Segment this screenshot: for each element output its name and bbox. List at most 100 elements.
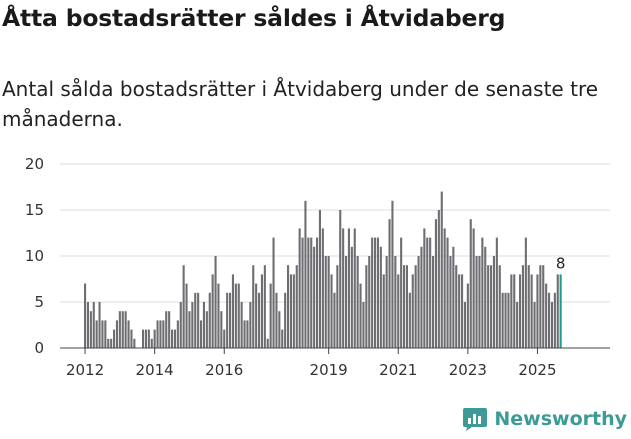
bar xyxy=(339,210,342,348)
bar xyxy=(231,274,234,348)
y-tick-label: 10 xyxy=(25,247,44,265)
bar xyxy=(318,210,321,348)
bar xyxy=(295,265,298,348)
bar xyxy=(182,265,185,348)
bar xyxy=(159,320,162,348)
bar xyxy=(408,292,411,348)
bar xyxy=(519,274,522,348)
bar xyxy=(304,200,307,348)
bar xyxy=(449,256,452,348)
chart-subtitle: Antal sålda bostadsrätter i Åtvidaberg u… xyxy=(2,77,599,131)
bar xyxy=(298,228,301,348)
bar xyxy=(527,265,530,348)
y-tick-label: 5 xyxy=(34,293,44,311)
bar xyxy=(252,265,255,348)
bar xyxy=(147,329,150,348)
bar xyxy=(556,274,559,348)
bar xyxy=(200,320,203,348)
bar xyxy=(118,311,121,348)
bar xyxy=(521,265,524,348)
bar xyxy=(345,256,348,348)
bar xyxy=(269,283,272,348)
bar xyxy=(98,302,101,348)
bar xyxy=(214,256,217,348)
bar xyxy=(313,246,316,348)
newsworthy-logo-icon xyxy=(463,408,488,431)
bar-highlight xyxy=(559,274,562,348)
bar xyxy=(287,265,290,348)
bar xyxy=(168,311,171,348)
bar xyxy=(434,219,437,348)
bar xyxy=(365,265,368,348)
x-tick-label: 2014 xyxy=(136,361,174,379)
bar xyxy=(124,311,127,348)
x-tick-label: 2016 xyxy=(205,361,243,379)
bar xyxy=(417,256,420,348)
bar xyxy=(481,237,484,348)
bar xyxy=(516,302,519,348)
chart-title: Åtta bostadsrätter såldes i Åtvidaberg xyxy=(2,4,506,32)
bar-chart: 0 5 10 15 20 2012 2014 2016 2019 2021 2023 2025 8 xyxy=(25,155,610,379)
bar xyxy=(229,292,232,348)
bar xyxy=(249,302,252,348)
bar xyxy=(400,237,403,348)
bar xyxy=(130,329,133,348)
bar xyxy=(133,338,136,348)
bar xyxy=(487,265,490,348)
bar xyxy=(197,292,200,348)
x-tick-label: 2025 xyxy=(518,361,556,379)
bar xyxy=(429,237,432,348)
bar xyxy=(144,329,147,348)
bar xyxy=(394,256,397,348)
bar xyxy=(443,228,446,348)
bar xyxy=(342,228,345,348)
bar xyxy=(466,283,469,348)
bar xyxy=(284,292,287,348)
bar xyxy=(289,274,292,348)
bar xyxy=(492,256,495,348)
bar xyxy=(263,265,266,348)
bar xyxy=(458,274,461,348)
bar xyxy=(461,274,464,348)
data-labels: 8 xyxy=(556,254,566,272)
bar xyxy=(188,311,191,348)
bar xyxy=(208,292,211,348)
bar xyxy=(545,283,548,348)
bar xyxy=(432,256,435,348)
bar xyxy=(333,292,336,348)
bar xyxy=(110,338,113,348)
bar xyxy=(440,191,443,348)
bar xyxy=(255,283,258,348)
bar xyxy=(501,292,504,348)
bar xyxy=(553,292,556,348)
bar xyxy=(226,292,229,348)
bar xyxy=(107,338,110,348)
bar xyxy=(411,274,414,348)
bar xyxy=(153,329,156,348)
x-tick-label: 2012 xyxy=(66,361,104,379)
bar xyxy=(223,329,226,348)
bar xyxy=(371,237,374,348)
bar xyxy=(260,274,263,348)
bar xyxy=(281,329,284,348)
bar xyxy=(86,302,89,348)
bar xyxy=(278,311,281,348)
bar xyxy=(484,246,487,348)
bar xyxy=(536,274,539,348)
bar xyxy=(113,329,116,348)
bar xyxy=(104,320,107,348)
bar xyxy=(101,320,104,348)
bar xyxy=(463,302,466,348)
x-tick-label: 2019 xyxy=(310,361,348,379)
bar xyxy=(240,302,243,348)
bar xyxy=(376,237,379,348)
bar xyxy=(379,246,382,348)
y-tick-label: 15 xyxy=(25,201,44,219)
bar xyxy=(550,302,553,348)
bar xyxy=(524,237,527,348)
bar xyxy=(533,302,536,348)
bar xyxy=(258,292,261,348)
bar xyxy=(388,219,391,348)
bar xyxy=(191,302,194,348)
bar xyxy=(150,338,153,348)
